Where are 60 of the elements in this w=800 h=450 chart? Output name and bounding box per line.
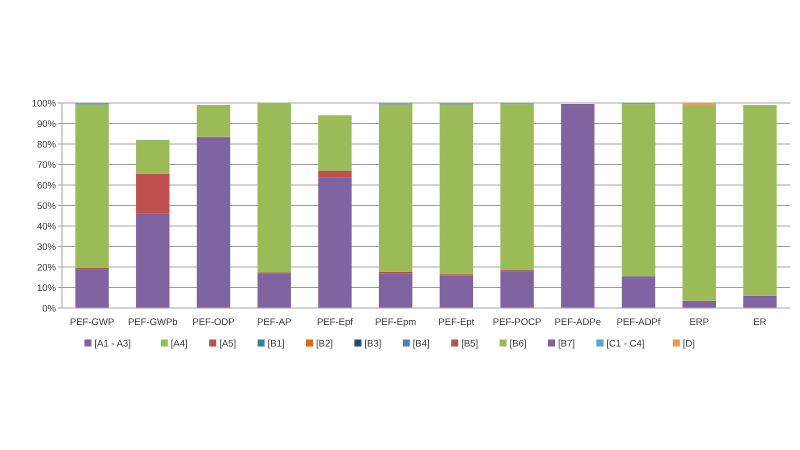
bar xyxy=(440,104,474,274)
legend-label: [B4] xyxy=(412,338,430,350)
x-tick-label: PEF-Ept xyxy=(438,317,475,328)
bar xyxy=(440,275,474,308)
legend-label: [A4] xyxy=(170,338,188,350)
bar xyxy=(136,140,170,174)
bar xyxy=(500,104,534,270)
y-tick-label: 50% xyxy=(36,200,57,212)
y-tick-label: 70% xyxy=(36,160,57,171)
legend-label: [A5] xyxy=(219,338,236,350)
x-tick-label: PEF-AP xyxy=(257,317,292,328)
legend-label: [B6] xyxy=(510,338,527,350)
legend-label: [A1 - A3] xyxy=(94,338,131,350)
y-tick-label: 20% xyxy=(36,262,57,274)
x-tick-label: PEF-Epf xyxy=(316,317,354,328)
x-tick-label: PEF-GWP xyxy=(70,317,114,328)
bar xyxy=(258,103,291,273)
y-tick-label: 40% xyxy=(36,221,57,232)
bar xyxy=(378,104,412,272)
x-tick-label: PEF-ADPe xyxy=(554,317,602,328)
bar xyxy=(136,174,170,214)
bar xyxy=(500,271,534,308)
y-tick-label: 0% xyxy=(42,303,57,314)
y-tick-label: 30% xyxy=(36,242,57,253)
bar xyxy=(75,269,109,308)
bar xyxy=(258,273,291,308)
x-tick-label: PEF-Epm xyxy=(375,317,416,328)
legend-label: [B5] xyxy=(461,338,478,350)
legend-label: [C1 - C4] xyxy=(606,338,644,350)
bar xyxy=(318,115,352,171)
x-tick-label: PEF-ADPf xyxy=(616,317,661,328)
bar xyxy=(75,104,109,268)
bar xyxy=(318,170,352,178)
y-tick-label: 90% xyxy=(36,118,57,130)
x-tick-label: PEF-ODP xyxy=(192,317,235,328)
bar xyxy=(743,296,777,308)
y-tick-label: 60% xyxy=(36,180,57,192)
x-tick-label: PEF-POCP xyxy=(492,317,542,328)
bar xyxy=(682,300,716,308)
y-tick-label: 100% xyxy=(32,98,57,110)
x-tick-label: ERP xyxy=(689,317,709,328)
bar xyxy=(318,178,352,308)
bar xyxy=(378,273,412,308)
x-tick-label: PEF-GWPb xyxy=(128,317,178,328)
bar xyxy=(196,105,230,137)
y-tick-label: 80% xyxy=(36,139,57,150)
bar xyxy=(682,105,716,301)
x-tick-label: ER xyxy=(753,317,767,328)
legend-label: [B3] xyxy=(364,338,382,350)
legend-label: [D] xyxy=(682,338,695,350)
bar xyxy=(196,138,230,308)
legend-label: [B7] xyxy=(558,338,575,350)
bar xyxy=(622,276,656,308)
bar xyxy=(622,104,656,276)
legend-label: [B2] xyxy=(316,338,333,350)
bar xyxy=(561,104,594,308)
y-tick-label: 10% xyxy=(36,282,57,294)
bar xyxy=(743,105,777,296)
bar xyxy=(136,214,170,308)
legend-label: [B1] xyxy=(268,338,285,350)
